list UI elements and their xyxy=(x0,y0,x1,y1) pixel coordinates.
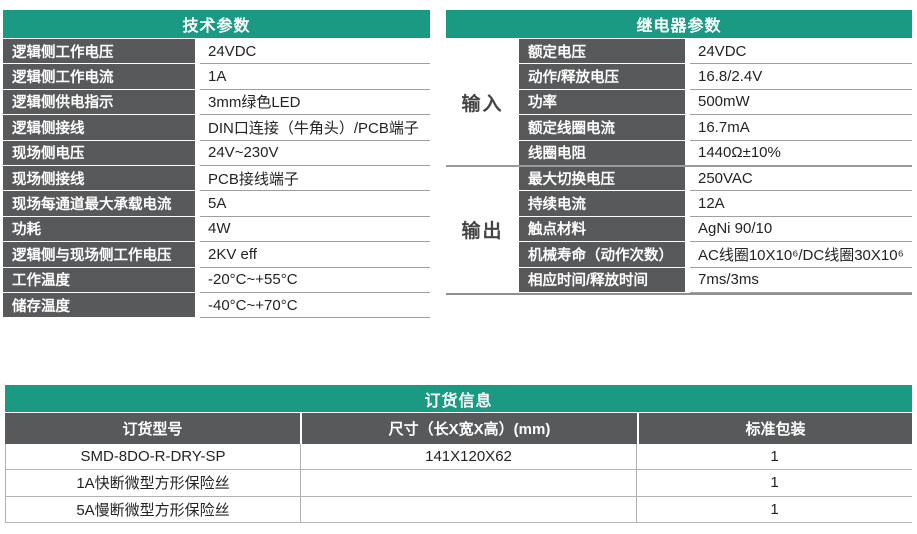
table-row: 机械寿命（动作次数） AC线圈10X10⁶/DC线圈30X10⁶ xyxy=(519,242,912,268)
row-label: 逻辑侧接线 xyxy=(3,115,195,141)
row-value: AgNi 90/10 xyxy=(690,217,912,243)
row-label: 持续电流 xyxy=(519,191,685,217)
row-value: 4W xyxy=(200,217,430,243)
row-label: 储存温度 xyxy=(3,292,195,319)
relay-table-body: 输入 输出 额定电压 24VDC 动作/释放电压 16.8/2.4V 功率 50… xyxy=(446,39,912,295)
row-value: 5A xyxy=(200,191,430,217)
row-label: 相应时间/释放时间 xyxy=(519,267,685,293)
relay-params-title: 继电器参数 xyxy=(446,10,912,38)
table-row: 相应时间/释放时间 7ms/3ms xyxy=(519,267,912,293)
row-value: 500mW xyxy=(690,90,912,116)
table-row: 储存温度 -40°C~+70°C xyxy=(3,292,430,319)
table-row: 逻辑侧与现场侧工作电压 2KV eff xyxy=(3,242,430,268)
column-header-size: 尺寸（长X宽X高）(mm) xyxy=(302,413,637,444)
ordering-table: 订货信息 订货型号 尺寸（长X宽X高）(mm) 标准包装 SMD-8DO-R-D… xyxy=(5,385,912,523)
table-row: 现场侧电压 24V~230V xyxy=(3,140,430,166)
row-value: 16.8/2.4V xyxy=(690,64,912,90)
table-row: 功率 500mW xyxy=(519,89,912,116)
tech-params-table: 技术参数 逻辑侧工作电压 24VDC 逻辑侧工作电流 1A 逻辑侧供电指示 3m… xyxy=(3,10,430,319)
row-value: PCB接线端子 xyxy=(200,166,430,192)
row-value: DIN口连接（牛角头）/PCB端子 xyxy=(200,115,430,141)
cell-size xyxy=(301,470,637,496)
table-row: 现场每通道最大承载电流 5A xyxy=(3,191,430,217)
cell-pack: 1 xyxy=(770,474,779,492)
row-label: 功率 xyxy=(519,89,685,116)
table-row: 逻辑侧接线 DIN口连接（牛角头）/PCB端子 xyxy=(3,115,430,141)
row-value: 24V~230V xyxy=(200,141,430,166)
row-value: 16.7mA xyxy=(690,115,912,141)
table-row: 线圈电阻 1440Ω±10% xyxy=(519,140,912,166)
row-value: 1440Ω±10% xyxy=(690,141,912,166)
row-label: 逻辑侧工作电压 xyxy=(3,39,195,65)
cell-model: 1A快断微型方形保险丝 xyxy=(6,470,301,496)
row-value: AC线圈10X10⁶/DC线圈30X10⁶ xyxy=(690,242,912,268)
table-row: 额定线圈电流 16.7mA xyxy=(519,115,912,141)
table-row: 持续电流 12A xyxy=(519,191,912,217)
row-label: 逻辑侧与现场侧工作电压 xyxy=(3,242,195,268)
table-row: 现场侧接线 PCB接线端子 xyxy=(3,165,430,192)
row-label: 最大切换电压 xyxy=(519,165,685,192)
row-label: 逻辑侧供电指示 xyxy=(3,89,195,116)
row-label: 工作温度 xyxy=(3,267,195,293)
row-value: 2KV eff xyxy=(200,242,430,268)
row-value: 12A xyxy=(690,191,912,217)
tech-params-title: 技术参数 xyxy=(3,10,430,38)
relay-params-table: 继电器参数 输入 输出 额定电压 24VDC 动作/释放电压 16.8/2.4V xyxy=(446,10,912,295)
table-row: 5A慢断微型方形保险丝 1 xyxy=(6,496,912,523)
row-value: 250VAC xyxy=(690,166,912,192)
row-label: 机械寿命（动作次数） xyxy=(519,242,685,268)
table-row: 额定电压 24VDC xyxy=(519,39,912,65)
row-value: 1A xyxy=(200,64,430,90)
table-row: 逻辑侧工作电流 1A xyxy=(3,64,430,90)
ordering-header-row: 订货型号 尺寸（长X宽X高）(mm) 标准包装 xyxy=(5,413,912,444)
row-value: 24VDC xyxy=(690,39,912,65)
row-label: 动作/释放电压 xyxy=(519,64,685,90)
table-row: SMD-8DO-R-DRY-SP 141X120X62 1 xyxy=(6,444,912,471)
cell-size: 141X120X62 xyxy=(301,444,637,470)
table-row: 功耗 4W xyxy=(3,216,430,243)
row-value: 3mm绿色LED xyxy=(200,90,430,116)
row-label: 触点材料 xyxy=(519,216,685,243)
row-value: -40°C~+70°C xyxy=(200,293,430,319)
row-label: 现场每通道最大承载电流 xyxy=(3,191,195,217)
cell-size xyxy=(301,496,637,522)
ordering-body: SMD-8DO-R-DRY-SP 141X120X62 1 1A快断微型方形保险… xyxy=(5,444,912,523)
cell-pack: 1 xyxy=(770,500,779,518)
group-column: 输入 输出 xyxy=(446,39,519,293)
column-header-pack: 标准包装 xyxy=(639,413,912,444)
relay-rows: 额定电压 24VDC 动作/释放电压 16.8/2.4V 功率 500mW 额定… xyxy=(519,39,912,293)
row-label: 现场侧接线 xyxy=(3,165,195,192)
row-label: 现场侧电压 xyxy=(3,140,195,166)
cell-model: 5A慢断微型方形保险丝 xyxy=(6,496,301,522)
cell-pack: 1 xyxy=(770,448,779,466)
row-label: 逻辑侧工作电流 xyxy=(3,64,195,90)
row-label: 额定线圈电流 xyxy=(519,115,685,141)
group-label-output: 输出 xyxy=(461,221,504,242)
group-divider xyxy=(446,165,912,167)
row-value: 24VDC xyxy=(200,39,430,65)
row-label: 额定电压 xyxy=(519,39,685,65)
row-value: 7ms/3ms xyxy=(690,268,912,293)
group-label-input: 输入 xyxy=(461,94,504,115)
column-header-model: 订货型号 xyxy=(5,413,300,444)
table-row: 动作/释放电压 16.8/2.4V xyxy=(519,64,912,90)
row-label: 功耗 xyxy=(3,216,195,243)
table-row: 逻辑侧供电指示 3mm绿色LED xyxy=(3,89,430,116)
table-row: 1A快断微型方形保险丝 1 xyxy=(6,470,912,497)
table-row: 触点材料 AgNi 90/10 xyxy=(519,216,912,243)
cell-model: SMD-8DO-R-DRY-SP xyxy=(6,444,301,470)
table-row: 逻辑侧工作电压 24VDC xyxy=(3,39,430,65)
table-row: 工作温度 -20°C~+55°C xyxy=(3,267,430,293)
row-label: 线圈电阻 xyxy=(519,140,685,166)
row-value: -20°C~+55°C xyxy=(200,268,430,293)
table-row: 最大切换电压 250VAC xyxy=(519,165,912,192)
ordering-title: 订货信息 xyxy=(5,385,912,412)
